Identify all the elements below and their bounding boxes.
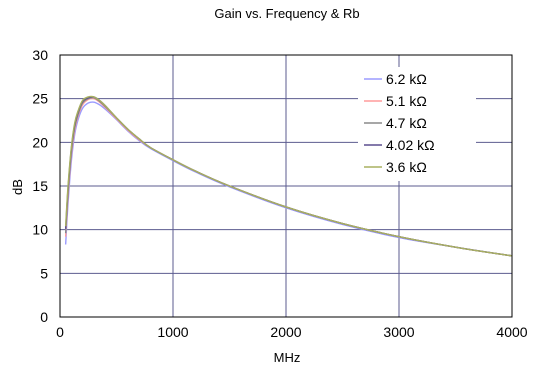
x-axis-label: MHz	[274, 350, 301, 365]
y-tick-label-0: 0	[40, 309, 48, 325]
chart-title: Gain vs. Frequency & Rb	[214, 6, 359, 21]
legend: 6.2 kΩ 5.1 kΩ 4.7 kΩ 4.02 kΩ 3.6 kΩ	[358, 67, 476, 181]
y-axis-label: dB	[10, 179, 25, 195]
y-tick-label-6: 30	[32, 47, 48, 63]
legend-label-3: 4.02 kΩ	[386, 137, 435, 153]
legend-label-0: 6.2 kΩ	[386, 71, 427, 87]
y-tick-label-5: 25	[32, 91, 48, 107]
legend-label-2: 4.7 kΩ	[386, 115, 427, 131]
x-tick-label-3: 3000	[383, 324, 414, 340]
y-tick-label-4: 20	[32, 134, 48, 150]
plot-frame	[59, 54, 513, 318]
x-tick-label-0: 0	[56, 324, 64, 340]
x-axis-tick-labels: 0 1000 2000 3000 4000	[56, 324, 528, 340]
legend-label-4: 3.6 kΩ	[386, 159, 427, 175]
series-line-4	[64, 95, 513, 257]
y-axis-tick-labels: 0 5 10 15 20 25 30	[32, 47, 48, 325]
y-tick-label-2: 10	[32, 222, 48, 238]
y-tick-label-3: 15	[32, 178, 48, 194]
legend-background	[358, 67, 476, 181]
y-tick-label-1: 5	[40, 265, 48, 281]
series-lines	[64, 95, 513, 257]
x-tick-label-4: 4000	[496, 324, 527, 340]
x-tick-label-2: 2000	[270, 324, 301, 340]
x-tick-label-1: 1000	[157, 324, 188, 340]
legend-label-1: 5.1 kΩ	[386, 93, 427, 109]
